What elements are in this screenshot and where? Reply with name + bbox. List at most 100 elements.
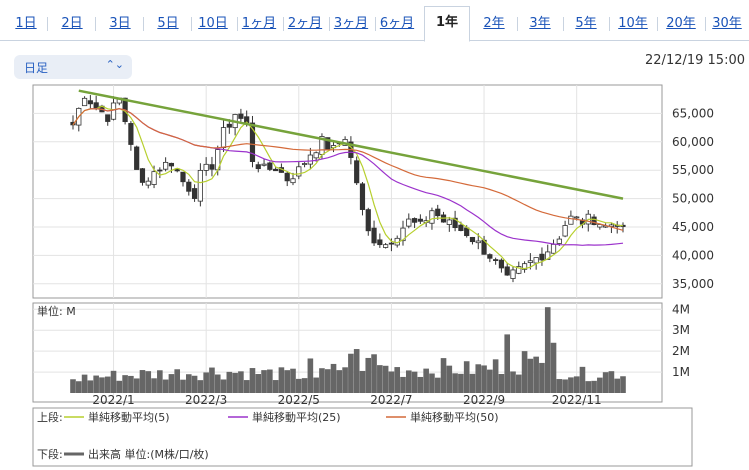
volume-bar [261, 370, 267, 393]
tab-7[interactable]: 3ヶ月 [333, 16, 369, 31]
candle-body [516, 266, 522, 274]
volume-bar [180, 379, 186, 393]
tab-0[interactable]: 1日 [15, 16, 37, 31]
candle-body [429, 210, 435, 224]
candle-body [203, 163, 209, 171]
volume-bar [504, 334, 511, 393]
candle-body [139, 168, 146, 183]
tab-12[interactable]: 5年 [575, 16, 597, 31]
volume-bar [342, 367, 348, 393]
volume-bar [174, 369, 181, 393]
candle-body [435, 208, 441, 217]
candle-body [226, 123, 232, 128]
volume-bar [487, 369, 493, 393]
candle-body [568, 215, 574, 225]
candle-body [458, 224, 464, 231]
timestamp: 22/12/19 15:00 [645, 53, 745, 68]
volume-bar [602, 372, 609, 393]
candle-body [296, 166, 302, 177]
candle-body [301, 163, 308, 165]
volume-bar [481, 365, 487, 393]
candle-body [354, 160, 360, 184]
volume-bar [255, 374, 262, 393]
volume-bar [463, 361, 470, 393]
volume-bar [365, 357, 372, 393]
candle-body [493, 259, 499, 261]
y-tick-label: 55,000 [672, 163, 714, 177]
tab-9[interactable]: 1年 [424, 6, 470, 42]
trendline [78, 89, 624, 200]
candle-body [406, 218, 412, 227]
candle-body [400, 227, 406, 242]
candle-body [475, 240, 481, 244]
tab-10[interactable]: 2年 [483, 16, 505, 31]
candle-body [261, 163, 267, 166]
legend-volume-label: 出来高 単位:(M株/口/枚) [88, 447, 209, 461]
volume-bar [145, 371, 152, 393]
y-tick-label: 50,000 [672, 192, 714, 206]
volume-bar [348, 353, 354, 393]
volume-bar [521, 351, 528, 393]
candle-body [87, 100, 93, 105]
candle-body [574, 216, 580, 219]
volume-bar [214, 374, 221, 393]
y-tick-label: 45,000 [672, 220, 714, 234]
volume-bar [620, 376, 626, 393]
tab-separator [375, 17, 376, 31]
candle-body [267, 162, 273, 170]
tab-8[interactable]: 6ヶ月 [379, 16, 415, 31]
tab-5[interactable]: 1ヶ月 [241, 16, 277, 31]
volume-bar [585, 381, 592, 393]
tab-3[interactable]: 5日 [157, 16, 179, 31]
volume-bar [533, 356, 539, 393]
tab-separator [143, 17, 144, 31]
candle-body [110, 102, 117, 120]
volume-bar [336, 370, 343, 393]
tab-13[interactable]: 10年 [618, 16, 648, 31]
volume-bar [220, 379, 227, 393]
candle-body [238, 113, 244, 119]
volume-bar [232, 372, 238, 393]
tab-4[interactable]: 10日 [198, 16, 228, 31]
tab-separator [191, 17, 192, 31]
tab-11[interactable]: 3年 [529, 16, 551, 31]
volume-bar [544, 307, 551, 393]
candle-body [562, 225, 568, 237]
volume-bar [116, 380, 123, 393]
candle-body [105, 114, 111, 122]
volume-bar [423, 368, 429, 393]
candle-body [377, 239, 383, 246]
volume-bar [359, 370, 366, 393]
volume-bar [267, 369, 273, 393]
period-select[interactable]: 日足 ⌃⌄ [14, 55, 132, 79]
volume-bar [434, 377, 441, 393]
volume-bar [440, 358, 447, 393]
volume-bar [394, 367, 401, 393]
candle-body [388, 242, 395, 245]
tab-15[interactable]: 30年 [712, 16, 742, 31]
volume-unit-label: 単位: M [37, 304, 76, 318]
volume-bar [377, 365, 383, 393]
volume-bar [278, 367, 285, 393]
tab-6[interactable]: 2ヶ月 [287, 16, 323, 31]
candle-body [464, 227, 470, 237]
volume-bar [562, 379, 568, 393]
candle-body [157, 169, 163, 172]
tab-1[interactable]: 2日 [61, 16, 83, 31]
y-tick-label: 60,000 [672, 135, 714, 149]
candle-body [220, 127, 227, 149]
volume-bar [168, 374, 175, 393]
price-panel [32, 84, 663, 299]
volume-bar [70, 379, 76, 393]
tab-2[interactable]: 3日 [109, 16, 131, 31]
volume-tick-label: 1M [672, 365, 690, 379]
tab-14[interactable]: 20年 [666, 16, 696, 31]
volume-bar [301, 378, 308, 393]
volume-bar [191, 375, 198, 393]
volume-bar [122, 375, 128, 393]
volume-bar [330, 363, 337, 393]
volume-bar [597, 377, 603, 393]
y-tick-label: 40,000 [672, 248, 714, 262]
volume-bar [452, 373, 458, 393]
